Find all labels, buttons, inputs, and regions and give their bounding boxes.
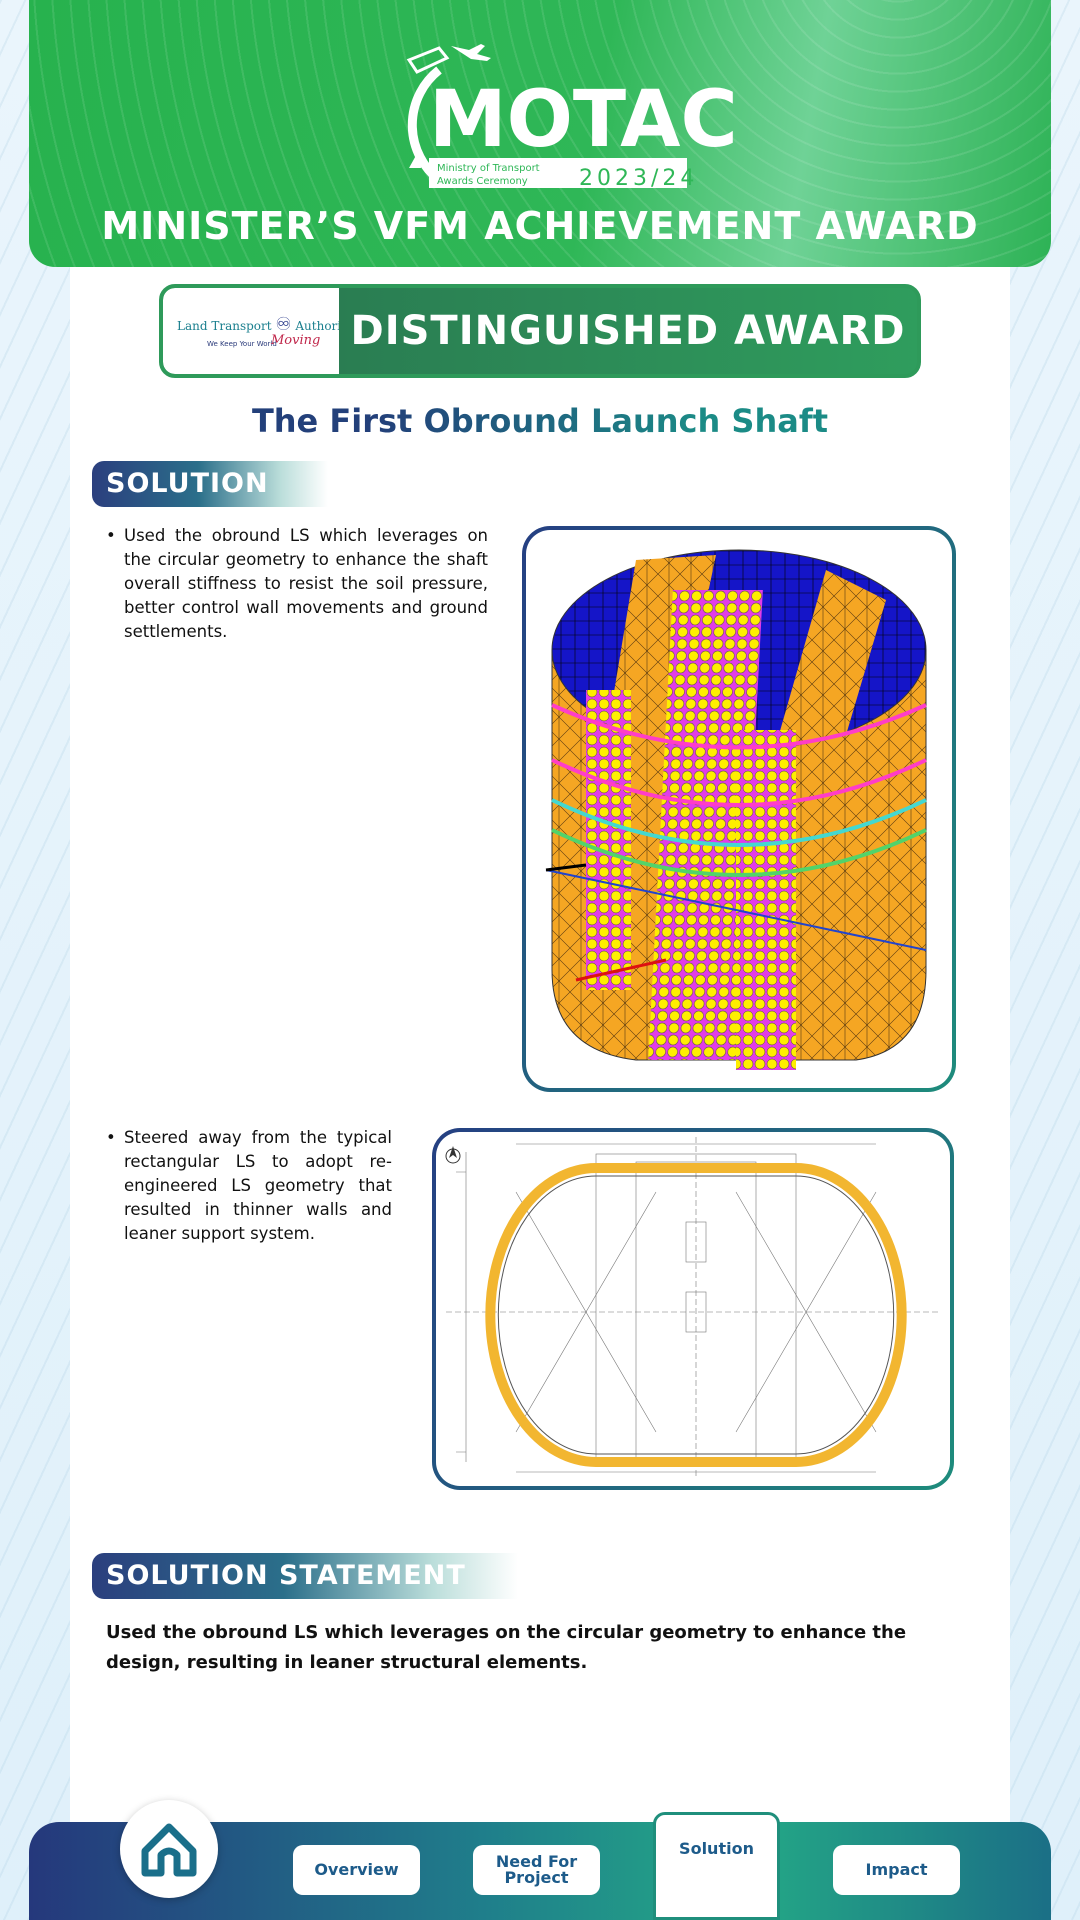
nav-need-line2: Project bbox=[504, 1868, 569, 1887]
solution-heading: SOLUTION bbox=[92, 461, 328, 507]
motac-logo-graphic: MOTAC Ministry of Transport Awards Cerem… bbox=[406, 44, 738, 191]
lta-logo: Land Transport ♾ Authority We Keep Your … bbox=[163, 288, 353, 374]
home-button[interactable] bbox=[120, 1800, 218, 1898]
home-icon bbox=[141, 1823, 197, 1877]
fem-model-image bbox=[545, 549, 927, 1070]
award-level-banner: Land Transport ♾ Authority We Keep Your … bbox=[159, 284, 921, 378]
lta-name: Land Transport ♾ Authority bbox=[177, 314, 353, 335]
logo-title: MOTAC bbox=[429, 75, 738, 165]
project-title: The First Obround Launch Shaft bbox=[0, 402, 1080, 440]
award-title: MINISTER’S VFM ACHIEVEMENT AWARD bbox=[101, 204, 979, 248]
solution-statement-text: Used the obround LS which leverages on t… bbox=[106, 1622, 907, 1673]
lta-ribbon-icon: ♾ bbox=[275, 314, 292, 335]
logo-sub1: Ministry of Transport bbox=[437, 163, 540, 174]
nav-need-line1: Need For bbox=[495, 1852, 578, 1871]
solution-bullet-1: Used the obround LS which leverages on t… bbox=[106, 524, 488, 644]
lta-tagline: We Keep Your World bbox=[207, 340, 277, 348]
solution-bullet-2: Steered away from the typical rectangula… bbox=[106, 1126, 392, 1246]
plan-drawing-image bbox=[445, 1137, 941, 1477]
logo-year: 2023/24 bbox=[579, 166, 698, 190]
motac-logo: MOTAC Ministry of Transport Awards Cerem… bbox=[379, 40, 739, 191]
award-level-label: DISTINGUISHED AWARD bbox=[339, 288, 917, 374]
header-banner: MOTAC Ministry of Transport Awards Cerem… bbox=[29, 0, 1051, 267]
nav-need-for-project-button[interactable]: Need For Project bbox=[473, 1845, 600, 1895]
nav-overview-button[interactable]: Overview bbox=[293, 1845, 420, 1895]
north-arrow-icon bbox=[445, 1146, 461, 1164]
nav-solution-button[interactable]: Solution bbox=[653, 1812, 780, 1920]
nav-impact-button[interactable]: Impact bbox=[833, 1845, 960, 1895]
lta-script: Moving bbox=[271, 333, 321, 348]
plan-drawing-frame bbox=[432, 1128, 954, 1490]
lta-name-right: Authority bbox=[295, 319, 353, 333]
lta-name-left: Land Transport bbox=[177, 319, 272, 333]
fem-model-frame bbox=[522, 526, 956, 1092]
solution-statement-heading: SOLUTION STATEMENT bbox=[92, 1553, 518, 1599]
logo-sub2: Awards Ceremony bbox=[437, 176, 528, 187]
